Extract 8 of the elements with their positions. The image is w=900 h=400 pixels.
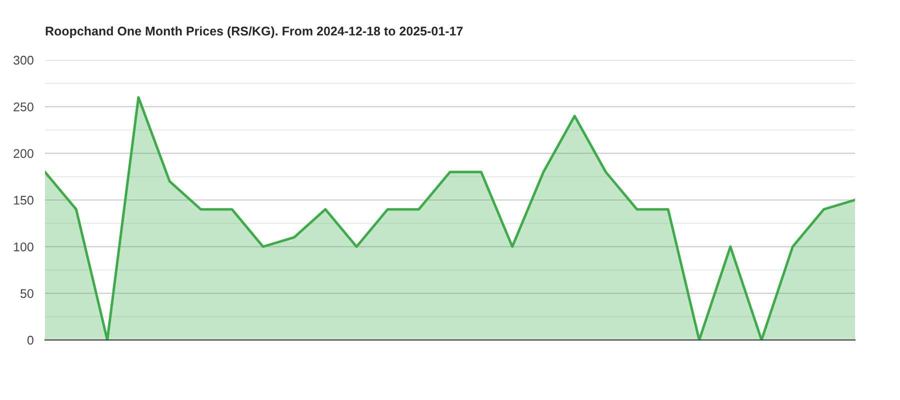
y-tick-label: 200 [14,149,34,158]
y-tick-label: 250 [14,102,34,112]
y-tick-label: 300 [14,56,34,65]
y-tick-label: 100 [14,242,34,252]
y-tick-label: 0 [27,336,34,345]
y-tick-label: 150 [14,196,34,205]
chart-title: Roopchand One Month Prices (RS/KG). From 2024-12-18 to 2025-01-17 [46,26,463,38]
y-tick-label: 50 [20,289,34,298]
